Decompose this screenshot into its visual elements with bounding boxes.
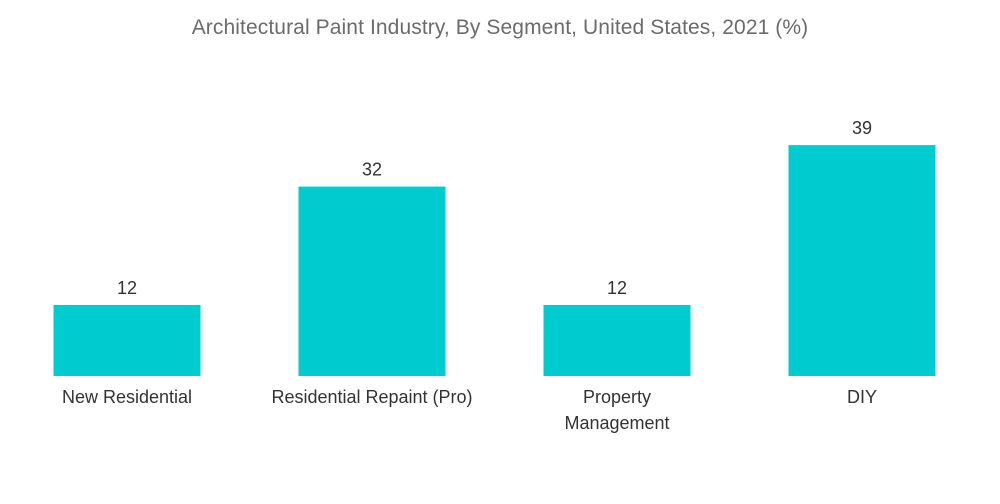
value-label: 12 [117,278,137,298]
bar-new-residential [53,305,201,376]
value-label: 39 [852,118,872,138]
bars-layer [53,145,936,376]
value-label: 32 [362,160,382,180]
category-label: Property [583,387,651,407]
bar-residential-repaint-pro [298,186,446,376]
category-label: Management [564,413,669,433]
value-labels-layer: 12 32 12 39 [117,118,872,298]
value-label: 12 [607,278,627,298]
category-label: New Residential [62,387,192,407]
category-label: DIY [847,387,877,407]
category-labels-layer: New Residential Residential Repaint (Pro)… [62,387,877,433]
bar-diy [788,145,936,376]
bar-property-management [543,305,691,376]
chart-title: Architectural Paint Industry, By Segment… [191,16,809,39]
category-label: Residential Repaint (Pro) [271,387,472,407]
